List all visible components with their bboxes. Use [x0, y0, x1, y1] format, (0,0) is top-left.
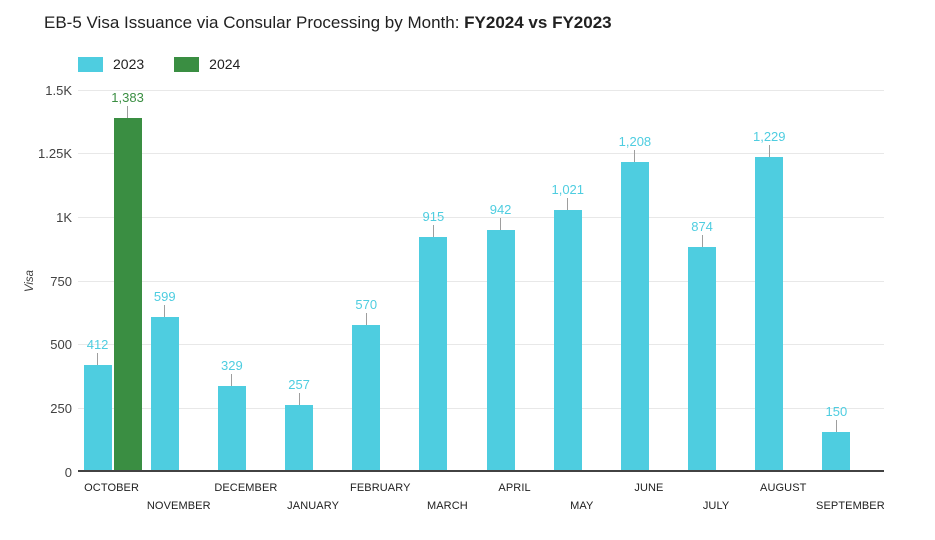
- legend-label-2024: 2024: [209, 56, 241, 72]
- value-label-stem: [768, 145, 770, 158]
- bar-june-2023[interactable]: [620, 162, 649, 470]
- legend-item-2024[interactable]: 2024: [174, 56, 240, 72]
- bar-february-2023[interactable]: [352, 324, 381, 470]
- x-axis-label-october: OCTOBER: [84, 482, 140, 494]
- x-axis-label-may: MAY: [570, 500, 594, 512]
- value-label-stem: [365, 312, 367, 325]
- bar-january-2023[interactable]: [285, 404, 314, 470]
- value-label-april-2023: 942: [489, 202, 512, 218]
- y-tick-label-1k: 1K: [56, 209, 72, 225]
- legend-swatch-2024-icon: [174, 56, 200, 72]
- value-label-stem: [127, 105, 129, 118]
- bar-december-2023[interactable]: [217, 386, 246, 470]
- value-label-stem: [634, 150, 636, 163]
- x-axis-label-april: APRIL: [498, 482, 531, 494]
- legend-item-2023[interactable]: 2023: [78, 56, 144, 72]
- value-label-stem: [432, 224, 434, 237]
- value-label-november-2023: 599: [153, 289, 176, 305]
- x-axis-label-august: AUGUST: [760, 482, 807, 494]
- gridline-500: [78, 344, 884, 346]
- value-label-stem: [500, 218, 502, 231]
- gridline-1.25k: [78, 153, 884, 155]
- chart-title: EB-5 Visa Issuance via Consular Processi…: [44, 13, 612, 33]
- x-axis-label-july: JULY: [702, 500, 730, 512]
- chart-title-bold: FY2024 vs FY2023: [464, 13, 612, 32]
- y-tick-label-1.5k: 1.5K: [45, 82, 72, 98]
- value-label-january-2023: 257: [288, 376, 310, 392]
- plot-area: 0 250 500 750 1K 1.25K 1.5K 412 1,383 OCTOBER 599 N…: [38, 83, 885, 513]
- bar-may-2023[interactable]: [553, 210, 582, 470]
- legend-swatch-2023-icon: [78, 56, 103, 72]
- value-label-july-2023: 874: [691, 219, 713, 235]
- x-axis-label-february: FEBRUARY: [350, 482, 411, 494]
- gridline-1k: [78, 216, 884, 218]
- y-tick-label-250: 250: [50, 400, 72, 416]
- x-axis-label-november: NOVEMBER: [146, 500, 211, 512]
- y-tick-label-750: 750: [50, 273, 72, 289]
- bar-october-2024[interactable]: [113, 117, 142, 470]
- bar-september-2023[interactable]: [822, 431, 851, 470]
- x-axis-label-january: JANUARY: [287, 500, 339, 512]
- gridline-1.5k: [78, 89, 884, 91]
- x-axis-label-june: JUNE: [634, 482, 664, 494]
- x-axis-label-december: DECEMBER: [214, 482, 278, 494]
- value-label-march-2023: 915: [422, 208, 445, 224]
- legend-label-2023: 2023: [113, 56, 145, 72]
- x-axis-label-september: SEPTEMBER: [816, 500, 885, 512]
- value-label-stem: [97, 353, 99, 366]
- bar-august-2023[interactable]: [755, 157, 784, 470]
- value-label-october-2023: 412: [86, 337, 109, 353]
- value-label-august-2023: 1,229: [752, 129, 786, 145]
- y-tick-label-1.25k: 1.25K: [38, 146, 72, 162]
- gridline-750: [78, 280, 884, 282]
- value-label-stem: [567, 198, 569, 210]
- bar-march-2023[interactable]: [419, 236, 448, 470]
- value-label-stem: [835, 419, 837, 432]
- value-label-stem: [231, 374, 233, 387]
- value-label-june-2023: 1,208: [618, 134, 652, 150]
- value-label-february-2023: 570: [355, 296, 378, 312]
- bar-october-2023[interactable]: [83, 365, 112, 470]
- y-tick-label-500: 500: [50, 337, 72, 353]
- bar-november-2023[interactable]: [150, 317, 179, 470]
- value-label-stem: [298, 392, 300, 405]
- legend: 2023 2024: [78, 56, 240, 72]
- value-label-stem: [701, 235, 703, 248]
- value-label-may-2023: 1,021: [551, 182, 585, 197]
- value-label-stem: [164, 305, 166, 318]
- x-axis-label-march: MARCH: [426, 500, 468, 512]
- value-label-october-2024: 1,383: [111, 89, 144, 105]
- value-label-september-2023: 150: [825, 403, 848, 419]
- chart-title-normal: EB-5 Visa Issuance via Consular Processi…: [44, 13, 465, 32]
- y-tick-label-0: 0: [64, 464, 72, 480]
- bar-july-2023[interactable]: [688, 247, 717, 470]
- bar-april-2023[interactable]: [486, 230, 515, 470]
- gridline-250: [78, 407, 884, 409]
- value-label-december-2023: 329: [221, 358, 243, 374]
